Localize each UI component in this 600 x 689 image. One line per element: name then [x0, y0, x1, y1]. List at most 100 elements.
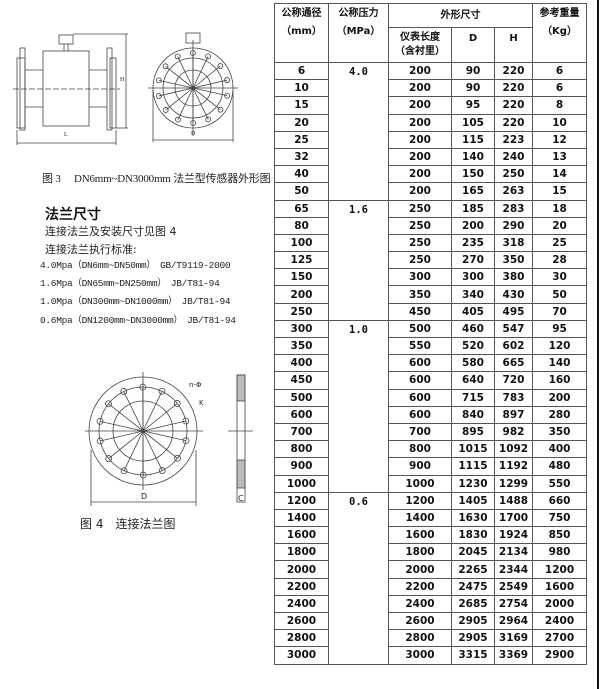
bolt-hole [96, 417, 104, 425]
table-row: 80 250 200 290 20 [274, 216, 588, 235]
cell-length: 200 [388, 96, 452, 115]
cell-weight: 2400 [532, 611, 588, 631]
table-row: 2800 2800 2905 3169 2700 [274, 629, 588, 648]
cell-h: 318 [493, 233, 534, 253]
cell-length: 250 [388, 199, 452, 218]
table-row: 125 250 270 350 28 [274, 251, 588, 270]
cell-length: 200 [388, 79, 452, 98]
cell-length: 200 [388, 113, 452, 132]
table-row: 600 600 840 897 280 [274, 405, 588, 424]
center-line [99, 421, 144, 432]
figure4-label-n: n-Φ [189, 381, 202, 389]
header-pressure: 公称压力 （MPa） [328, 3, 389, 63]
cell-weight: 30 [532, 268, 588, 287]
cell-h: 783 [493, 388, 534, 407]
cell-dn: 1200 [274, 491, 329, 510]
center-line [123, 391, 144, 432]
cell-dn: 2800 [274, 629, 329, 648]
cell-length: 1000 [388, 474, 452, 493]
figure3-label-H: H [120, 77, 125, 83]
table-row: 10 200 90 220 6 [274, 79, 588, 98]
cell-d: 520 [451, 336, 495, 356]
cell-length: 2400 [388, 594, 452, 614]
cell-length: 300 [388, 268, 452, 287]
bolt-hole [158, 387, 166, 395]
cell-length: 1800 [388, 543, 452, 562]
center-line [192, 87, 221, 111]
cell-weight: 50 [532, 285, 588, 304]
center-line [158, 79, 194, 89]
center-line [192, 79, 228, 89]
cell-dn: 6 [274, 61, 329, 81]
cell-h: 2344 [493, 560, 534, 579]
cell-weight: 120 [532, 336, 588, 356]
cell-d: 340 [451, 285, 495, 304]
header-pressure-unit: （MPa） [336, 26, 381, 37]
cell-d: 150 [451, 165, 495, 184]
header-dn: 公称通径 （mm） [274, 3, 329, 63]
bolt-hole [156, 93, 162, 99]
table-row: 15 200 95 220 8 [274, 96, 588, 115]
cell-dn: 150 [274, 268, 329, 287]
table-row: 40 200 150 250 14 [274, 165, 588, 184]
cell-length: 2800 [388, 629, 452, 648]
bolt-hole [105, 455, 113, 462]
cell-weight: 13 [532, 147, 588, 167]
cell-dn: 700 [274, 422, 329, 442]
cell-weight: 400 [532, 440, 588, 459]
table-row: 25 200 115 223 12 [274, 130, 588, 149]
cell-length: 800 [388, 440, 452, 459]
bolt-hole [205, 53, 211, 60]
cell-d: 1115 [451, 457, 495, 476]
cell-d: 1230 [451, 474, 495, 493]
cell-d: 580 [451, 354, 495, 373]
cell-dn: 200 [274, 285, 329, 304]
table-row: 6 4.0 200 90 220 6 [274, 61, 588, 201]
cell-weight: 18 [532, 199, 588, 218]
cell-dn: 300 [274, 319, 329, 339]
bolt-hole [175, 116, 181, 123]
cell-weight: 1600 [532, 577, 588, 596]
table-row: 200 350 340 430 50 [274, 285, 588, 304]
cell-d: 840 [451, 405, 495, 424]
cell-d: 115 [451, 130, 495, 149]
cell-d: 2905 [451, 611, 495, 631]
figure4-caption: 图 4 连接法兰图 [80, 517, 176, 531]
bolt-hole [162, 63, 169, 70]
cell-weight: 2700 [532, 629, 588, 648]
flange-heading: 法兰尺寸 [45, 207, 101, 223]
table-row: 1000 1000 1230 1299 550 [274, 474, 588, 493]
table-row: 350 550 520 602 120 [274, 336, 588, 356]
cell-dn: 40 [274, 165, 329, 184]
cell-length: 3000 [388, 646, 452, 665]
cell-h: 223 [493, 130, 534, 149]
cell-length: 500 [388, 319, 452, 339]
figure4-label-D: D [141, 492, 148, 501]
flange-text-2: 连接法兰执行标准: [45, 243, 137, 256]
cell-d: 235 [451, 233, 495, 253]
cell-weight: 10 [532, 113, 588, 132]
bolt-hole [120, 467, 128, 475]
table-row: 2400 2400 2685 2754 2000 [274, 594, 588, 614]
cell-dn: 32 [274, 147, 329, 167]
cell-length: 2600 [388, 611, 452, 631]
center-line [192, 87, 228, 97]
cell-d: 165 [451, 182, 495, 201]
cell-h: 982 [493, 422, 534, 442]
cell-dn: 1600 [274, 526, 329, 545]
cell-dn: 3000 [274, 646, 329, 665]
flange-standard-3: 1.0Mpa（DN300mm~DN1000mm） JB/T81-94 [40, 296, 231, 307]
cell-h: 665 [493, 354, 534, 373]
cell-weight: 160 [532, 371, 588, 390]
cell-h: 290 [493, 216, 534, 235]
figure3-label-D: D [191, 131, 196, 137]
cell-h: 897 [493, 405, 534, 424]
cell-d: 90 [451, 79, 495, 98]
cell-h: 350 [493, 251, 534, 270]
cell-length: 250 [388, 233, 452, 253]
cell-pressure: 4.0 [328, 62, 389, 201]
cell-d: 640 [451, 371, 495, 390]
flange-standard-1: 4.0Mpa（DN6mm~DN50mm） GB/T9119-2000 [40, 260, 231, 271]
cell-h: 495 [493, 302, 534, 321]
